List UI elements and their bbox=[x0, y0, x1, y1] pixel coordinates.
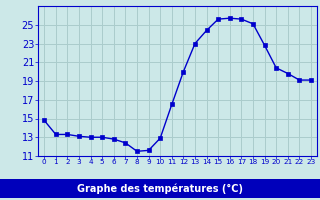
Text: Graphe des températures (°C): Graphe des températures (°C) bbox=[77, 183, 243, 194]
